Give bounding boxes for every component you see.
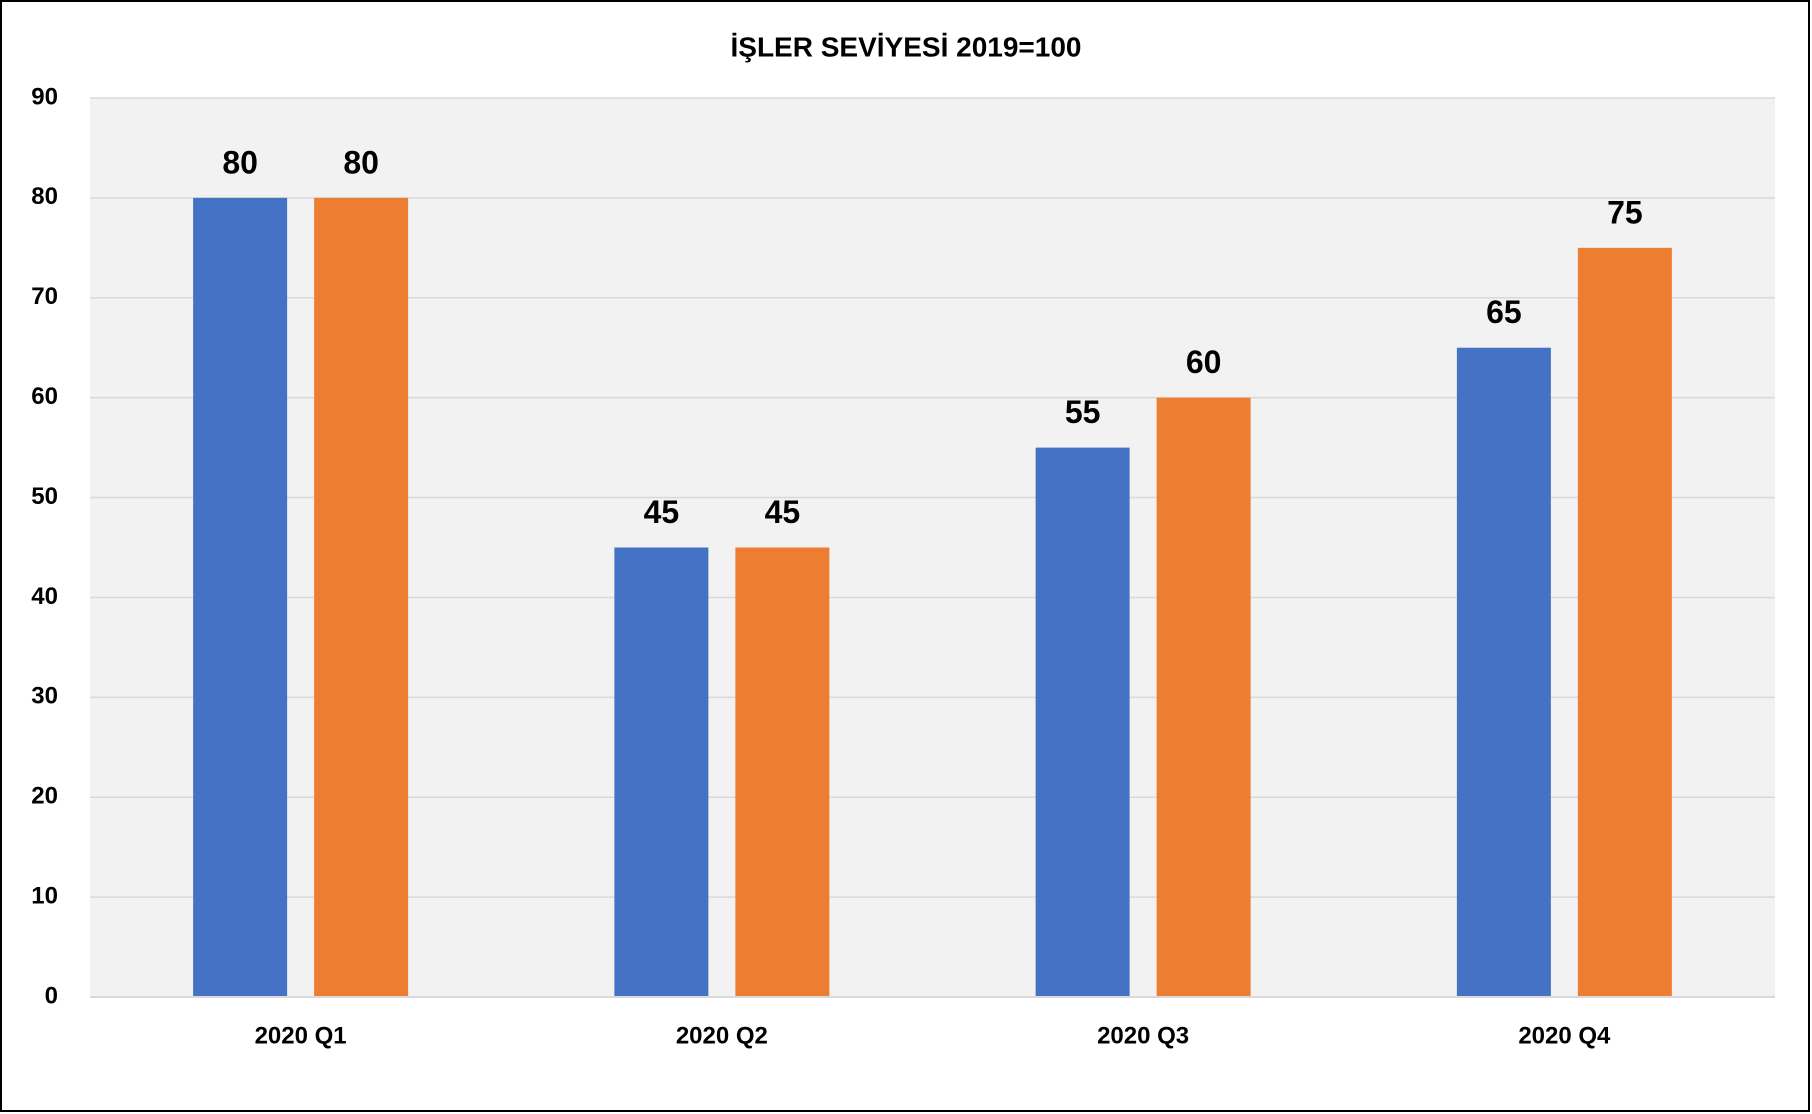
value-label: 75 xyxy=(1607,194,1643,230)
value-label: 45 xyxy=(644,494,680,530)
y-tick-label: 90 xyxy=(31,83,58,110)
bar xyxy=(614,547,709,997)
value-label: 80 xyxy=(222,144,258,180)
chart-title: İŞLER SEVİYESİ 2019=100 xyxy=(731,31,1082,62)
y-tick-label: 60 xyxy=(31,383,58,410)
value-label: 80 xyxy=(343,144,379,180)
x-tick-label: 2020 Q3 xyxy=(1097,1022,1189,1049)
y-tick-label: 30 xyxy=(31,683,58,710)
y-tick-label: 40 xyxy=(31,583,58,610)
x-tick-label: 2020 Q4 xyxy=(1518,1022,1611,1049)
value-label: 45 xyxy=(765,494,801,530)
bar xyxy=(314,197,409,997)
bar xyxy=(1156,397,1251,998)
value-label: 65 xyxy=(1486,294,1522,330)
bar xyxy=(193,197,288,997)
y-tick-label: 50 xyxy=(31,483,58,510)
y-tick-label: 80 xyxy=(31,183,58,210)
bar xyxy=(1035,447,1130,998)
y-tick-label: 0 xyxy=(45,982,58,1009)
x-tick-label: 2020 Q1 xyxy=(255,1022,347,1049)
x-tick-label: 2020 Q2 xyxy=(676,1022,768,1049)
y-tick-label: 10 xyxy=(31,882,58,909)
y-tick-label: 20 xyxy=(31,783,58,810)
bar xyxy=(1456,347,1551,997)
bar xyxy=(1577,247,1672,998)
value-label: 60 xyxy=(1186,344,1222,380)
value-label: 55 xyxy=(1065,394,1101,430)
bar xyxy=(735,547,830,997)
y-tick-label: 70 xyxy=(31,283,58,310)
